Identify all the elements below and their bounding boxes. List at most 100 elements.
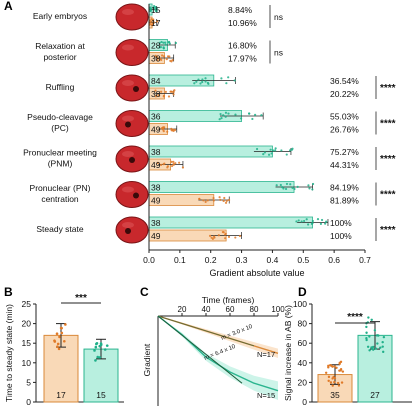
data-point-teal-3 — [204, 77, 207, 80]
significance-label-2: ns — [274, 48, 283, 58]
b-data-point-orange — [59, 326, 63, 330]
n-label-teal-6: 38 — [151, 183, 161, 193]
c-slope-label-teal: m = 6.4 x 10 — [204, 344, 238, 362]
data-point-orange-7 — [208, 234, 212, 237]
data-point-teal-7 — [297, 219, 300, 222]
data-point-orange-5 — [181, 166, 185, 169]
data-point-teal-7 — [295, 220, 298, 223]
b-data-point-orange — [55, 332, 59, 336]
category-label-6: Pronuclear (PN) — [30, 183, 91, 193]
data-point-orange-6 — [206, 199, 209, 202]
percent-label-teal-6: 84.19% — [330, 183, 359, 193]
data-point-teal-4 — [254, 113, 257, 116]
category-label-4: Pseudo-cleavage — [27, 112, 93, 122]
percent-label-teal-5: 75.27% — [330, 147, 359, 157]
c-y-axis-title: Gradient — [142, 343, 152, 376]
data-point-orange-6 — [223, 196, 226, 200]
data-point-orange-2 — [155, 55, 158, 58]
data-point-teal-1 — [153, 5, 156, 8]
data-point-teal-7 — [300, 220, 303, 223]
data-point-teal-5 — [263, 151, 267, 154]
data-point-orange-4 — [170, 127, 173, 130]
percent-label-orange-5: 44.31% — [330, 160, 359, 170]
category-label-4: (PC) — [51, 123, 69, 133]
b-data-point-teal — [96, 355, 100, 359]
percent-label-teal-4: 55.03% — [330, 112, 359, 122]
embryo-highlight-5 — [122, 151, 134, 157]
data-point-teal-2 — [160, 40, 163, 44]
data-point-teal-6 — [293, 187, 296, 191]
data-point-teal-2 — [174, 41, 177, 45]
data-point-teal-7 — [320, 218, 324, 222]
b-y-tick-label-1: 0 — [26, 397, 31, 407]
data-point-teal-3 — [199, 82, 202, 85]
embryo-highlight-2 — [122, 44, 134, 51]
data-point-orange-2 — [171, 58, 174, 62]
panel-b-chart: 0 5 10 15 20 25 Time to steady state (min) 17 15… — [4, 293, 124, 407]
x-tick-label-4: 0.3 — [236, 255, 248, 265]
n-label-teal-5: 38 — [151, 147, 161, 157]
data-point-orange-2 — [160, 58, 163, 61]
data-point-orange-5 — [156, 161, 159, 164]
data-point-teal-2 — [158, 41, 161, 44]
embryo-highlight-7 — [122, 222, 134, 228]
category-label-5: (PNM) — [48, 159, 73, 169]
embryo-pronucleus-3 — [133, 86, 139, 92]
data-point-teal-4 — [220, 117, 223, 120]
b-data-point-teal — [103, 348, 107, 351]
d-data-point-orange — [329, 364, 332, 367]
d-data-point-teal — [365, 331, 368, 334]
data-point-orange-5 — [178, 161, 181, 164]
data-point-orange-7 — [224, 237, 227, 240]
d-n-label-teal: 27 — [370, 390, 380, 400]
d-data-point-orange — [327, 379, 330, 383]
data-point-orange-5 — [172, 160, 175, 163]
data-point-orange-3 — [154, 89, 157, 92]
data-point-orange-7 — [238, 234, 242, 238]
data-point-orange-6 — [227, 198, 231, 202]
c-band-orange — [158, 316, 278, 358]
data-point-teal-3 — [227, 76, 230, 79]
data-point-teal-6 — [308, 187, 311, 190]
category-label-7: Steady state — [36, 224, 84, 234]
n-label-orange-5: 49 — [151, 160, 161, 170]
b-data-point-teal — [94, 359, 97, 362]
data-point-orange-7 — [217, 234, 220, 237]
n-label-orange-2: 38 — [151, 54, 161, 64]
data-point-teal-3 — [204, 80, 207, 83]
data-point-teal-7 — [305, 218, 308, 221]
b-y-tick-label-2: 5 — [26, 377, 31, 387]
embryo-image-3 — [115, 74, 149, 102]
c-x-tick-label-5: 100 — [271, 305, 285, 314]
embryo-pronucleus-5 — [129, 157, 135, 163]
data-point-teal-2 — [162, 46, 165, 49]
b-y-tick-label-5: 20 — [22, 319, 32, 329]
b-data-point-teal — [95, 342, 99, 345]
x-tick-label-5: 0.4 — [267, 255, 279, 265]
data-point-teal-7 — [316, 218, 320, 221]
data-point-orange-6 — [224, 201, 228, 204]
data-point-teal-3 — [233, 79, 236, 82]
embryo-pronucleus-6 — [133, 192, 139, 199]
n-label-teal-3: 84 — [151, 76, 161, 86]
data-point-orange-1 — [156, 20, 159, 23]
percent-label-orange-1: 10.96% — [228, 18, 257, 28]
data-point-orange-7 — [211, 237, 214, 240]
c-x-tick-label-4: 80 — [250, 305, 259, 314]
data-point-orange-2 — [156, 59, 159, 62]
d-data-point-teal — [370, 318, 373, 321]
data-point-orange-6 — [198, 197, 201, 200]
category-label-5: Pronuclear meeting — [23, 148, 97, 158]
data-point-orange-3 — [171, 90, 174, 93]
data-point-teal-6 — [311, 182, 315, 186]
x-tick-label-7: 0.6 — [328, 255, 340, 265]
d-data-point-teal — [374, 347, 378, 350]
data-point-orange-3 — [154, 95, 158, 98]
data-point-teal-2 — [164, 41, 167, 44]
embryo-image-2 — [115, 39, 149, 66]
percent-label-orange-2: 17.97% — [228, 54, 257, 64]
x-tick-label-3: 0.2 — [205, 255, 217, 265]
data-point-teal-7 — [319, 222, 323, 225]
